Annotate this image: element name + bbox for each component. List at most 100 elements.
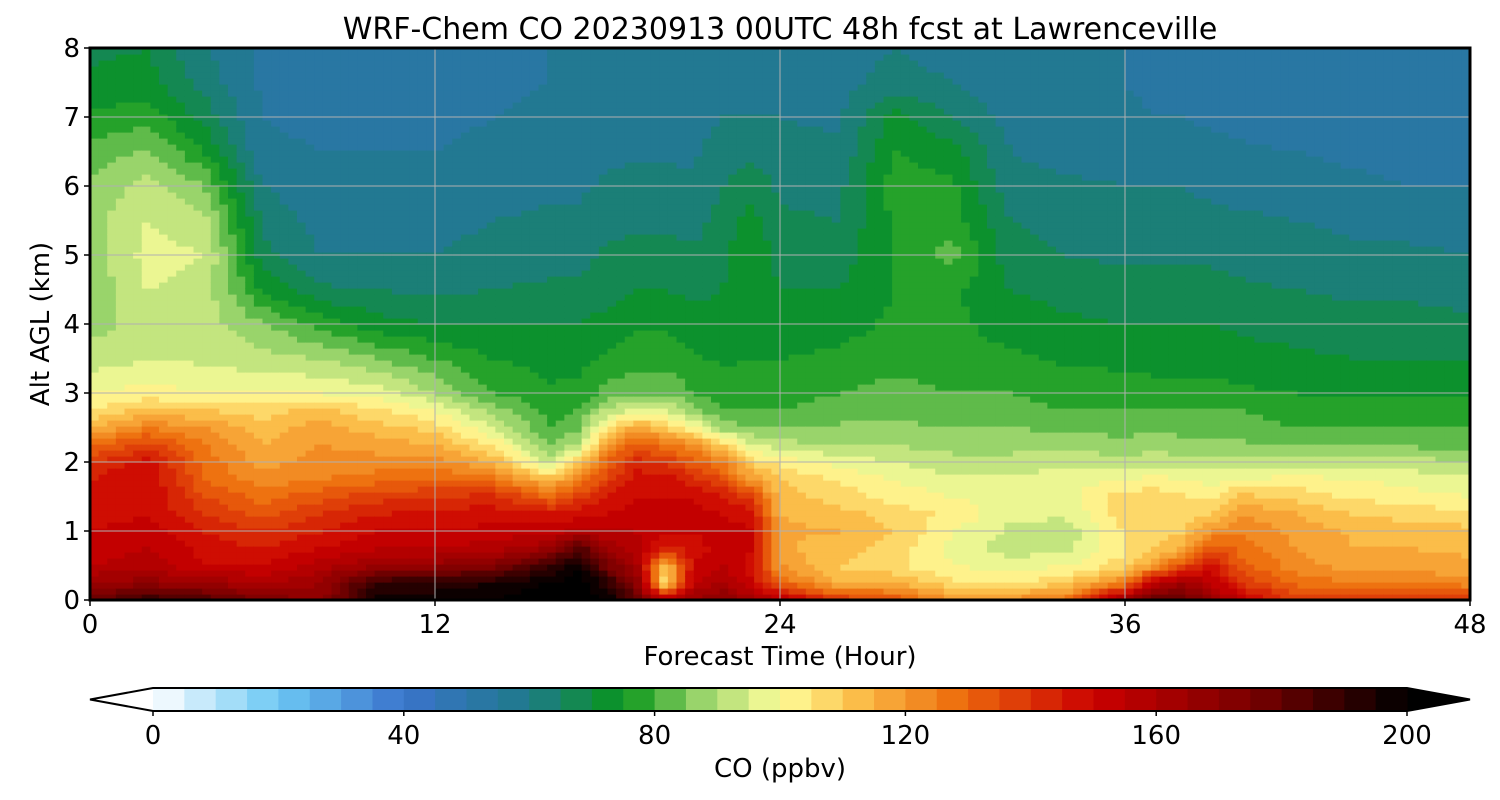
- heatmap-cell: [478, 96, 488, 103]
- heatmap-cell: [107, 156, 117, 163]
- heatmap-cell: [391, 402, 402, 409]
- heatmap-cell: [469, 78, 479, 85]
- heatmap-cell: [504, 246, 514, 253]
- heatmap-cell: [366, 270, 376, 277]
- heatmap-cell: [383, 126, 393, 133]
- heatmap-cell: [228, 294, 238, 301]
- heatmap-cell: [141, 540, 151, 547]
- heatmap-cell: [478, 360, 488, 367]
- heatmap-cell: [547, 444, 557, 451]
- heatmap-cell: [159, 456, 169, 463]
- heatmap-cell: [115, 120, 126, 127]
- heatmap-cell: [305, 228, 315, 235]
- heatmap-cell: [512, 312, 522, 319]
- heatmap-cell: [150, 546, 160, 553]
- heatmap-cell: [297, 210, 307, 217]
- heatmap-cell: [331, 378, 341, 385]
- heatmap-cell: [495, 306, 505, 313]
- heatmap-cell: [469, 126, 479, 133]
- heatmap-cell: [426, 534, 436, 541]
- heatmap-cell: [305, 246, 315, 253]
- heatmap-cell: [340, 276, 350, 283]
- heatmap-cell: [495, 420, 505, 427]
- heatmap-cell: [107, 150, 117, 157]
- heatmap-cell: [495, 108, 505, 115]
- heatmap-cell: [426, 552, 436, 559]
- heatmap-cell: [409, 336, 419, 343]
- heatmap-cell: [357, 432, 367, 439]
- heatmap-cell: [90, 354, 100, 361]
- heatmap-cell: [521, 306, 531, 313]
- heatmap-cell: [193, 60, 203, 67]
- heatmap-cell: [435, 372, 445, 379]
- heatmap-cell: [115, 216, 126, 223]
- heatmap-cell: [340, 384, 350, 391]
- heatmap-cell: [443, 282, 453, 289]
- heatmap-cell: [253, 48, 264, 55]
- heatmap-cell: [133, 564, 143, 571]
- heatmap-cell: [219, 258, 229, 265]
- heatmap-cell: [357, 588, 367, 595]
- heatmap-cell: [391, 168, 402, 175]
- heatmap-cell: [176, 78, 186, 85]
- heatmap-cell: [521, 204, 531, 211]
- heatmap-cell: [400, 498, 410, 505]
- heatmap-cell: [98, 402, 108, 409]
- heatmap-cell: [167, 66, 177, 73]
- heatmap-cell: [426, 144, 436, 151]
- heatmap-cell: [176, 552, 186, 559]
- heatmap-cell: [512, 186, 522, 193]
- heatmap-cell: [435, 450, 445, 457]
- heatmap-cell: [357, 516, 367, 523]
- heatmap-cell: [417, 288, 427, 295]
- heatmap-cell: [521, 84, 531, 91]
- heatmap-cell: [366, 84, 376, 91]
- heatmap-cell: [452, 462, 462, 469]
- heatmap-cell: [443, 54, 453, 61]
- heatmap-cell: [538, 330, 548, 337]
- heatmap-cell: [253, 564, 264, 571]
- heatmap-cell: [314, 504, 324, 511]
- heatmap-cell: [193, 534, 203, 541]
- heatmap-cell: [469, 486, 479, 493]
- heatmap-cell: [504, 186, 514, 193]
- heatmap-cell: [245, 90, 255, 97]
- heatmap-cell: [340, 222, 350, 229]
- heatmap-cell: [210, 234, 220, 241]
- heatmap-cell: [383, 348, 393, 355]
- heatmap-cell: [478, 420, 488, 427]
- heatmap-cell: [253, 234, 264, 241]
- heatmap-cell: [90, 192, 100, 199]
- heatmap-cell: [262, 378, 272, 385]
- heatmap-cell: [305, 414, 315, 421]
- heatmap-cell: [547, 78, 557, 85]
- heatmap-cell: [529, 300, 540, 307]
- heatmap-cell: [478, 450, 488, 457]
- heatmap-cell: [391, 216, 402, 223]
- heatmap-cell: [529, 342, 540, 349]
- heatmap-cell: [504, 144, 514, 151]
- heatmap-cell: [366, 558, 376, 565]
- heatmap-cell: [202, 210, 212, 217]
- heatmap-cell: [288, 210, 298, 217]
- heatmap-cell: [409, 198, 419, 205]
- heatmap-cell: [98, 546, 108, 553]
- heatmap-cell: [383, 234, 393, 241]
- heatmap-cell: [366, 78, 376, 85]
- heatmap-cell: [98, 138, 108, 145]
- heatmap-cell: [115, 204, 126, 211]
- heatmap-cell: [279, 324, 289, 331]
- heatmap-cell: [133, 582, 143, 589]
- heatmap-cell: [107, 570, 117, 577]
- heatmap-cell: [443, 138, 453, 145]
- heatmap-cell: [228, 156, 238, 163]
- heatmap-cell: [478, 246, 488, 253]
- heatmap-cell: [391, 300, 402, 307]
- heatmap-cell: [366, 324, 376, 331]
- heatmap-cell: [150, 534, 160, 541]
- heatmap-cell: [555, 492, 565, 499]
- heatmap-cell: [452, 378, 462, 385]
- heatmap-cell: [331, 408, 341, 415]
- heatmap-cell: [529, 318, 540, 325]
- heatmap-cell: [486, 378, 496, 385]
